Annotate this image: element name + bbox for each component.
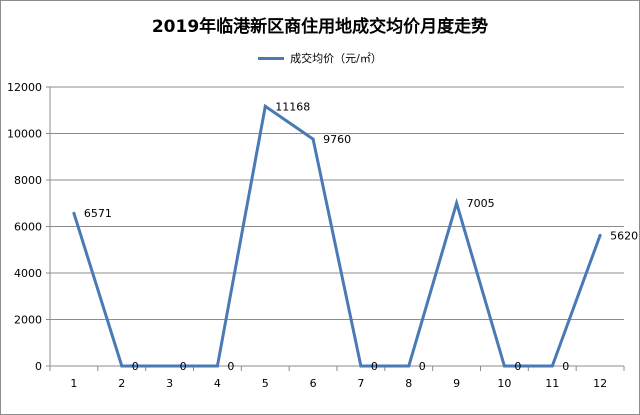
data-point-5 (263, 104, 267, 108)
y-tick-label-8000: 8000 (14, 174, 42, 187)
series-line (72, 103, 602, 368)
x-tick-label-2: 2 (118, 377, 125, 390)
data-label-3: 0 (180, 360, 187, 373)
y-tick-label-2000: 2000 (14, 314, 42, 327)
x-tick-label-7: 7 (357, 377, 364, 390)
x-tick-label-4: 4 (214, 377, 221, 390)
data-point-2 (120, 364, 124, 368)
legend-line-swatch (258, 56, 285, 60)
data-label-6: 9760 (323, 133, 351, 146)
data-point-3 (168, 364, 172, 368)
x-tick-label-6: 6 (310, 377, 317, 390)
x-tick-label-9: 9 (453, 377, 460, 390)
y-tick-label-12000: 12000 (7, 81, 42, 94)
data-label-5: 11168 (275, 100, 310, 113)
data-label-2: 0 (132, 360, 139, 373)
data-point-6 (311, 137, 315, 141)
x-tick-label-5: 5 (262, 377, 269, 390)
legend-label: 成交均价（元/㎡） (290, 52, 382, 65)
x-tick-label-10: 10 (497, 377, 511, 390)
data-label-8: 0 (419, 360, 426, 373)
data-label-11: 0 (562, 360, 569, 373)
data-point-8 (407, 364, 411, 368)
chart-legend: 成交均价（元/㎡） (0, 50, 640, 66)
data-point-12 (598, 233, 602, 237)
data-label-9: 7005 (467, 197, 495, 210)
x-tick-label-1: 1 (70, 377, 77, 390)
data-point-1 (72, 211, 76, 215)
data-label-7: 0 (371, 360, 378, 373)
data-label-10: 0 (514, 360, 521, 373)
data-label-12: 5620 (610, 229, 638, 242)
x-tick-label-11: 11 (545, 377, 559, 390)
chart-title: 2019年临港新区商住用地成交均价月度走势 (151, 17, 489, 37)
data-label-1: 6571 (84, 207, 112, 220)
data-point-11 (550, 364, 554, 368)
x-tick-label-8: 8 (405, 377, 412, 390)
y-tick-label-10000: 10000 (7, 128, 42, 141)
y-tick-label-0: 0 (35, 360, 42, 373)
x-tick-label-12: 12 (593, 377, 607, 390)
y-tick-label-4000: 4000 (14, 267, 42, 280)
data-point-10 (502, 364, 506, 368)
data-point-4 (215, 364, 219, 368)
data-point-7 (359, 364, 363, 368)
y-tick-label-6000: 6000 (14, 221, 42, 234)
data-point-9 (455, 201, 459, 205)
x-tick-label-3: 3 (166, 377, 173, 390)
data-label-4: 0 (227, 360, 234, 373)
